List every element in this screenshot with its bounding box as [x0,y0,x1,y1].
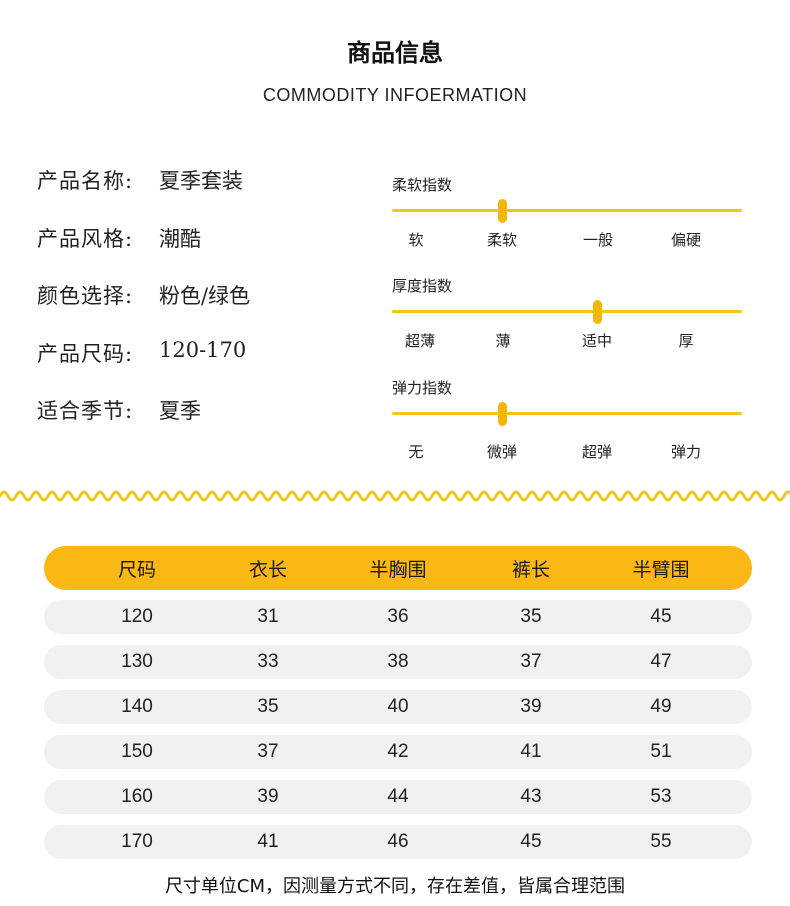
info-row-name: 产品名称: 夏季套装 [37,165,250,223]
tick-label: 超弹 [581,443,613,461]
tick-label: 无 [408,443,424,461]
table-cell: 47 [650,651,672,672]
unit-footnote: 尺寸单位CM，因测量方式不同，存在差值，皆属合理范围 [164,876,626,897]
table-cell: 49 [650,696,672,717]
tick-label: 柔软 [486,231,518,249]
wave-divider [0,490,790,502]
table-cell: 36 [387,606,409,627]
product-info-list: 产品名称: 夏季套装 产品风格: 潮酷 颜色选择: 粉色/绿色 产品尺码: 12… [37,165,250,453]
softness-index: 柔软指数 软 柔软 一般 偏硬 [390,174,750,274]
tick-label: 软 [408,231,424,249]
table-row: 150 37 42 41 51 [44,735,752,769]
tick-label: 偏硬 [670,231,702,249]
table-cell: 55 [650,831,672,852]
index-title: 弹力指数 [392,379,453,397]
tick-label: 微弹 [486,443,518,461]
index-marker [498,199,507,223]
table-cell: 150 [121,741,153,762]
index-marker [593,300,602,324]
table-row: 120 31 36 35 45 [44,600,752,634]
table-cell: 37 [520,651,542,672]
table-cell: 41 [257,831,279,852]
page-title: 商品信息 [347,39,443,67]
tick-label: 薄 [495,332,511,350]
page-subtitle: COMMODITY INFOERMATION [262,85,528,105]
tick-label: 弹力 [670,443,702,461]
table-cell: 44 [387,786,409,807]
header-cell: 裤长 [511,558,551,581]
table-row: 160 39 44 43 53 [44,780,752,814]
table-cell: 37 [257,741,279,762]
table-cell: 40 [387,696,409,717]
table-cell: 38 [387,651,409,672]
table-cell: 39 [520,696,542,717]
table-body: 120 31 36 35 45 130 33 38 37 47 140 35 40 39 49 150 37 42… [44,600,752,859]
table-cell: 35 [520,606,542,627]
info-value: 粉色/绿色 [159,284,251,308]
table-cell: 160 [121,786,153,807]
tick-label: 一般 [582,231,614,249]
info-label: 产品名称: [37,169,134,193]
info-row-size: 产品尺码: 120-170 [37,338,250,396]
table-cell: 140 [121,696,153,717]
table-cell: 42 [387,741,409,762]
header-cell: 尺码 [117,558,157,581]
size-table: 尺码 衣长 半胸围 裤长 半臂围 120 31 36 35 45 130 33 38 37 47 1… [44,546,752,859]
thickness-index: 厚度指数 超薄 薄 适中 厚 [390,275,750,375]
tick-label: 超薄 [404,332,436,350]
info-row-season: 适合季节: 夏季 [37,395,250,453]
index-title: 厚度指数 [392,277,453,295]
index-track [392,209,742,212]
index-track [392,310,742,313]
tick-label: 适中 [581,332,613,350]
table-cell: 43 [520,786,542,807]
header-cell: 半臂围 [632,558,690,581]
info-label: 产品风格: [37,226,134,251]
info-row-color: 颜色选择: 粉色/绿色 [37,280,250,338]
index-ticks: 软 柔软 一般 偏硬 [390,229,750,249]
table-cell: 46 [387,831,409,852]
index-track [392,412,742,415]
info-value: 夏季套装 [159,169,243,193]
index-marker [498,402,507,426]
info-value: 潮酷 [159,226,201,251]
table-cell: 31 [257,606,279,627]
table-row: 140 35 40 39 49 [44,690,752,724]
table-cell: 45 [520,831,542,852]
table-row: 130 33 38 37 47 [44,645,752,679]
table-cell: 170 [121,831,153,852]
table-header: 尺码 衣长 半胸围 裤长 半臂围 [44,546,752,590]
elasticity-index: 弹力指数 无 微弹 超弹 弹力 [390,377,750,477]
table-cell: 120 [121,606,153,627]
index-ticks: 超薄 薄 适中 厚 [390,330,750,350]
index-title: 柔软指数 [392,176,453,194]
header-cell: 半胸围 [369,558,427,581]
table-cell: 45 [650,606,672,627]
table-row: 170 41 46 45 55 [44,825,752,859]
info-label: 颜色选择: [37,284,134,308]
index-ticks: 无 微弹 超弹 弹力 [390,441,750,461]
info-label: 适合季节: [37,399,134,423]
info-value: 夏季 [159,399,201,423]
table-cell: 39 [257,786,279,807]
table-cell: 51 [650,741,672,762]
info-row-style: 产品风格: 潮酷 [37,223,250,281]
table-cell: 35 [257,696,279,717]
header-cell: 衣长 [248,558,288,581]
table-cell: 130 [121,651,153,672]
table-cell: 53 [650,786,672,807]
tick-label: 厚 [678,332,694,350]
table-cell: 33 [257,651,279,672]
info-label: 产品尺码: [37,341,134,366]
info-value: 120-170 [159,337,247,362]
table-cell: 41 [520,741,542,762]
